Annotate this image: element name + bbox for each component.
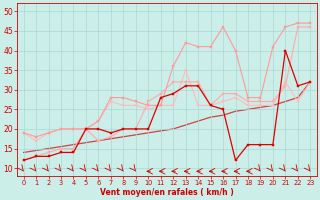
X-axis label: Vent moyen/en rafales ( km/h ): Vent moyen/en rafales ( km/h )	[100, 188, 234, 197]
